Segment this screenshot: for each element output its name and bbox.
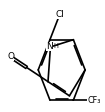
Text: N: N	[46, 42, 53, 51]
Text: H: H	[54, 43, 59, 49]
Text: CF₃: CF₃	[88, 96, 101, 105]
Text: O: O	[7, 52, 14, 61]
Text: Cl: Cl	[55, 10, 64, 18]
